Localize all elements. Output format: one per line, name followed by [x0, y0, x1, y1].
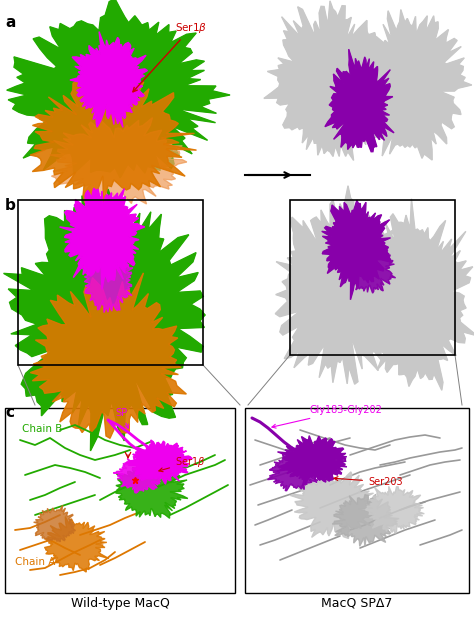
Text: b: b — [5, 198, 16, 213]
Polygon shape — [365, 486, 424, 533]
Polygon shape — [277, 436, 347, 486]
Polygon shape — [349, 9, 472, 160]
Text: Ser1$\beta$: Ser1$\beta$ — [133, 21, 207, 92]
Polygon shape — [275, 186, 420, 384]
Polygon shape — [264, 1, 395, 161]
Polygon shape — [30, 81, 196, 203]
Polygon shape — [50, 118, 187, 207]
Polygon shape — [290, 472, 374, 539]
Polygon shape — [325, 49, 394, 152]
Polygon shape — [113, 456, 162, 493]
Polygon shape — [348, 199, 474, 390]
Text: Ser203: Ser203 — [334, 477, 402, 487]
Text: MacQ SPΔ7: MacQ SPΔ7 — [321, 597, 392, 610]
Polygon shape — [343, 240, 396, 293]
Polygon shape — [30, 273, 186, 438]
Bar — [5, 408, 235, 593]
Bar — [290, 200, 455, 355]
Polygon shape — [267, 453, 321, 491]
Text: c: c — [5, 405, 14, 420]
Text: Gly183-Gly202: Gly183-Gly202 — [272, 405, 383, 428]
Bar — [18, 200, 203, 365]
Polygon shape — [60, 188, 145, 290]
Text: Chain B: Chain B — [22, 424, 63, 434]
Polygon shape — [45, 517, 109, 572]
Polygon shape — [79, 244, 133, 312]
Text: SP: SP — [115, 408, 128, 428]
Polygon shape — [332, 495, 399, 546]
Text: Wild-type MacQ: Wild-type MacQ — [71, 597, 169, 610]
Text: Ser1$\beta$: Ser1$\beta$ — [159, 455, 205, 472]
Bar — [245, 408, 469, 593]
Text: Chain A: Chain A — [15, 557, 55, 567]
Polygon shape — [7, 0, 230, 178]
Polygon shape — [70, 32, 147, 127]
Text: a: a — [5, 15, 15, 30]
Polygon shape — [34, 505, 75, 542]
Polygon shape — [4, 189, 205, 451]
Polygon shape — [322, 200, 391, 300]
Polygon shape — [125, 440, 192, 484]
Polygon shape — [116, 461, 188, 518]
